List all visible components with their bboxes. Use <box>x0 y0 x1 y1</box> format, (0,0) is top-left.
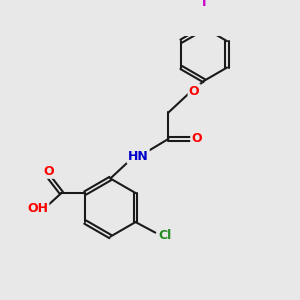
Text: Cl: Cl <box>158 229 171 242</box>
Text: O: O <box>189 85 200 98</box>
Text: I: I <box>202 0 206 9</box>
Text: OH: OH <box>27 202 48 215</box>
Text: O: O <box>43 165 53 178</box>
Text: O: O <box>191 132 202 146</box>
Text: HN: HN <box>128 149 148 163</box>
